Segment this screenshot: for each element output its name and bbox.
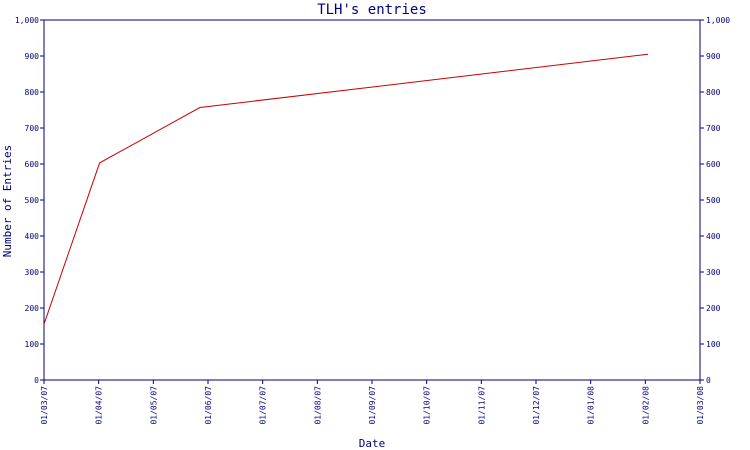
- plot-area-frame: [43, 19, 701, 381]
- chart-title: TLH's entries: [317, 2, 427, 18]
- y-tick-label-left: 200: [25, 304, 40, 313]
- series-layer: [43, 53, 649, 325]
- x-tick-label: 01/03/07: [40, 386, 49, 425]
- x-tick-label: 01/01/08: [587, 386, 596, 425]
- x-tick-label: 01/03/08: [696, 386, 705, 425]
- x-tick-label: 01/06/07: [204, 386, 213, 425]
- y-axis-right: 0 100 200 300 400 500 600 700 800 900 1,000: [700, 16, 730, 385]
- y-tick-label-left: 900: [25, 52, 40, 61]
- x-tick-label: 01/05/07: [149, 386, 158, 425]
- y-tick-label-right: 400: [706, 232, 721, 241]
- y-tick-label-right: 1,000: [706, 16, 730, 25]
- x-tick-label: 01/04/07: [95, 386, 104, 425]
- series-line: [43, 53, 649, 325]
- y-tick-label-left: 100: [25, 340, 40, 349]
- x-axis: 01/03/07 01/04/07 01/05/07 01/06/07 01/07/07…: [40, 380, 705, 425]
- x-tick-label: 01/09/07: [368, 386, 377, 425]
- x-tick-label: 01/11/07: [477, 386, 486, 425]
- y-tick-label-left: 300: [25, 268, 40, 277]
- y-tick-label-right: 600: [706, 160, 721, 169]
- x-axis-label: Date: [359, 437, 386, 450]
- y-tick-label-right: 700: [706, 124, 721, 133]
- y-tick-label-right: 200: [706, 304, 721, 313]
- y-tick-label-left: 500: [25, 196, 40, 205]
- x-tick-label: 01/12/07: [532, 386, 541, 425]
- y-tick-label-right: 900: [706, 52, 721, 61]
- y-tick-label-right: 500: [706, 196, 721, 205]
- y-tick-label-left: 700: [25, 124, 40, 133]
- x-tick-label: 01/08/07: [313, 386, 322, 425]
- y-tick-label-left: 800: [25, 88, 40, 97]
- y-tick-label-left: 400: [25, 232, 40, 241]
- x-tick-label: 01/07/07: [259, 386, 268, 425]
- y-tick-label-right: 0: [706, 376, 711, 385]
- y-tick-label-left: 600: [25, 160, 40, 169]
- y-tick-label-right: 100: [706, 340, 721, 349]
- y-tick-label-left: 1,000: [15, 16, 39, 25]
- y-tick-label-left: 0: [34, 376, 39, 385]
- x-tick-label: 01/10/07: [423, 386, 432, 425]
- y-tick-label-right: 300: [706, 268, 721, 277]
- y-axis-label: Number of Entries: [1, 145, 14, 258]
- x-tick-label: 01/02/08: [641, 386, 650, 425]
- y-axis-left: 0 100 200 300 400 500 600 700 800 900 1,000: [15, 16, 44, 385]
- y-tick-label-right: 800: [706, 88, 721, 97]
